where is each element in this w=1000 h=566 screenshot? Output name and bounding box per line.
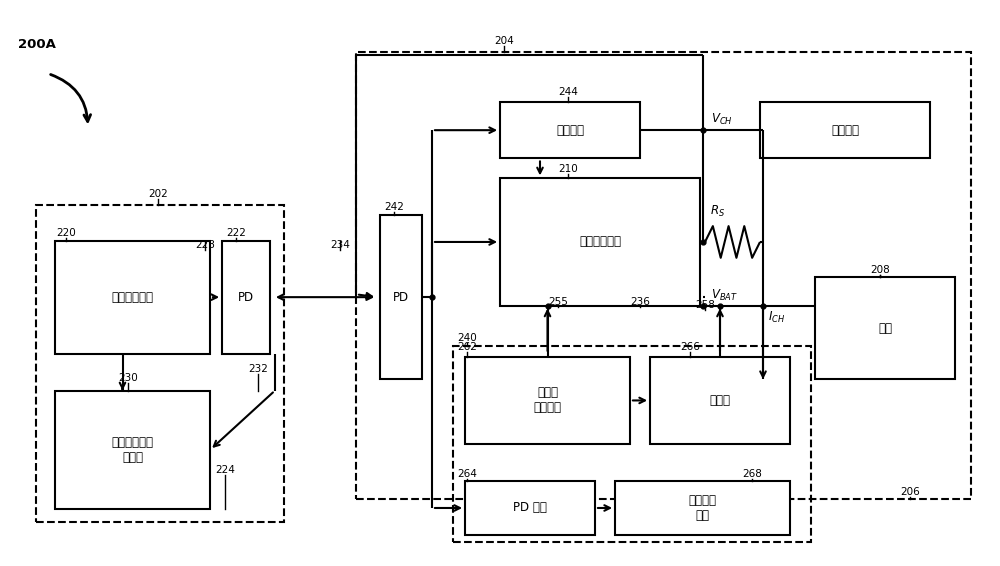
Bar [55,391,210,509]
Text: 电能转换电路: 电能转换电路 [579,235,621,248]
Text: 210: 210 [558,164,578,174]
Text: 264: 264 [457,469,477,479]
Text: $V_{BAT}$: $V_{BAT}$ [711,288,738,303]
Text: 200A: 200A [18,38,56,51]
Bar [500,102,640,158]
Text: 直通通路: 直通通路 [556,124,584,136]
Text: 适配器端的控
制电路: 适配器端的控 制电路 [112,436,154,464]
Text: 262: 262 [457,342,477,352]
Bar [650,357,790,444]
Bar [465,481,595,535]
Text: 230: 230 [118,372,138,383]
Text: 204: 204 [494,36,514,46]
Text: PD 控制: PD 控制 [513,501,547,514]
Text: 电池: 电池 [878,322,892,335]
Text: 258: 258 [695,300,715,310]
Text: 232: 232 [248,363,268,374]
Bar [615,481,790,535]
Text: 234: 234 [330,240,350,250]
Text: 224: 224 [215,465,235,475]
Text: 电能转换电路: 电能转换电路 [112,291,154,303]
Text: 系统电路: 系统电路 [831,124,859,136]
Text: 242: 242 [384,202,404,212]
Text: $V_{CH}$: $V_{CH}$ [711,112,733,127]
Bar [36,205,284,522]
Bar [815,277,955,379]
Text: 中央控制
电路: 中央控制 电路 [688,494,716,522]
Text: PD: PD [393,291,409,303]
Bar [760,102,930,158]
Text: 202: 202 [148,189,168,199]
Text: 206: 206 [900,487,920,497]
Text: 240: 240 [457,333,477,343]
Bar [380,215,422,379]
Text: 监测器: 监测器 [710,394,730,407]
Text: $R_S$: $R_S$ [710,204,725,219]
Text: 266: 266 [680,342,700,352]
Bar [55,241,210,354]
FancyArrowPatch shape [51,75,91,122]
Text: 充电器
控制电路: 充电器 控制电路 [534,387,562,414]
Text: PD: PD [238,291,254,303]
Text: 244: 244 [558,87,578,97]
Text: 220: 220 [56,228,76,238]
Text: 268: 268 [742,469,762,479]
Text: $I_{CH}$: $I_{CH}$ [768,310,785,324]
Bar [500,178,700,306]
Bar [356,52,971,499]
Text: 222: 222 [226,228,246,238]
Bar [465,357,630,444]
Bar [222,241,270,354]
Text: 255: 255 [548,297,568,307]
Text: 208: 208 [870,265,890,275]
Text: 236: 236 [630,297,650,307]
Text: 228: 228 [195,240,215,250]
Bar [453,346,811,542]
